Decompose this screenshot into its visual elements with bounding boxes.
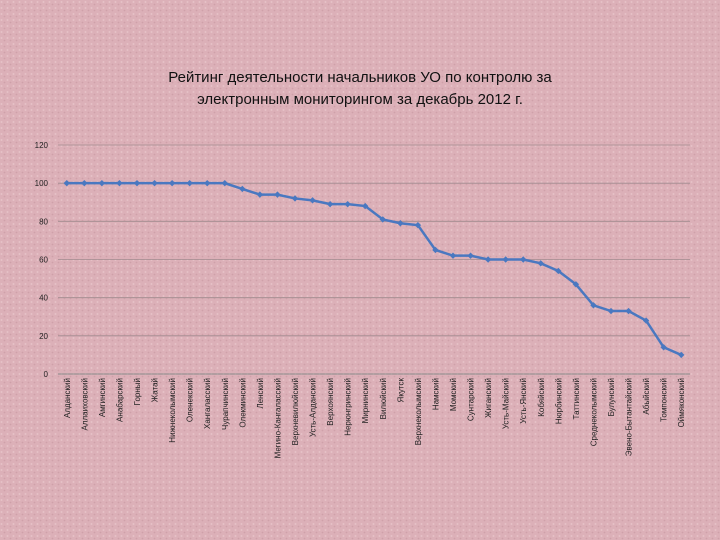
x-tick-label: Жатай: [151, 378, 160, 402]
x-tick-label: Якутск: [396, 378, 405, 403]
marker: [81, 179, 88, 187]
marker: [133, 179, 141, 187]
marker: [291, 195, 299, 202]
x-tick-label: Ленский: [256, 378, 265, 409]
x-tick-label: Усть-Алданский: [309, 378, 318, 437]
x-tick-label: Томпонский: [660, 378, 669, 422]
marker: [607, 307, 615, 315]
marker: [537, 260, 544, 267]
x-tick-label: Нюрбинский: [554, 378, 563, 424]
x-tick-label: Олекминский: [238, 378, 247, 428]
x-tick-label: Нижнеколымский: [168, 378, 177, 443]
marker: [414, 221, 422, 229]
marker: [379, 216, 386, 223]
y-tick-label: 100: [35, 179, 49, 188]
y-tick-label: 40: [39, 294, 48, 303]
x-tick-label: Оймяконский: [677, 378, 686, 427]
x-tick-label: Булунский: [607, 378, 616, 416]
marker: [239, 185, 246, 193]
marker: [204, 179, 211, 187]
marker: [98, 179, 106, 187]
x-tick-label: Верхнеколымский: [414, 378, 423, 445]
marker: [221, 179, 228, 187]
marker: [572, 281, 580, 288]
marker: [484, 256, 492, 263]
x-tick-label: Мирнинский: [361, 378, 370, 423]
x-tick-label: Нерюнгринский: [344, 378, 353, 436]
x-tick-label: Усть-Янский: [519, 378, 528, 424]
x-tick-label: Верхневилюйский: [291, 378, 300, 445]
x-tick-label: Момский: [449, 378, 458, 411]
x-tick-label: Анабарский: [115, 378, 124, 422]
y-tick-label: 0: [44, 370, 49, 379]
marker: [186, 179, 193, 187]
x-tick-label: Верхоянский: [326, 378, 335, 426]
marker: [256, 191, 264, 198]
marker: [590, 302, 597, 309]
marker: [502, 256, 509, 263]
x-tick-label: Алданский: [63, 378, 72, 418]
x-tick-label: Чурапчинский: [221, 378, 230, 430]
x-tick-label: Жиганский: [484, 378, 493, 418]
chart-title: Рейтинг деятельности начальников УО по к…: [168, 69, 552, 108]
marker: [168, 179, 176, 187]
x-tick-label: Намский: [431, 378, 440, 410]
marker: [362, 202, 369, 210]
x-tick-label: Кобяйский: [537, 378, 546, 417]
x-tick-label: Абыйский: [642, 378, 651, 415]
marker: [467, 252, 474, 259]
marker: [555, 267, 562, 275]
marker: [151, 179, 158, 187]
marker: [326, 200, 334, 208]
marker: [344, 200, 351, 208]
x-tick-label: Аллаиховский: [80, 378, 89, 431]
x-tick-label: Вилюйский: [379, 378, 388, 419]
y-tick-label: 120: [35, 141, 49, 150]
marker: [660, 344, 667, 351]
x-tick-label: Эвено-Бытантайский: [625, 378, 634, 456]
x-tick-label: Среднеколымский: [589, 378, 598, 446]
x-tick-label: Усть-Майский: [502, 378, 511, 429]
marker: [625, 307, 632, 315]
marker: [432, 246, 439, 254]
marker: [274, 191, 281, 198]
x-tick-label: Сунтарский: [467, 378, 476, 421]
marker: [520, 256, 527, 263]
y-tick-label: 60: [39, 256, 48, 265]
marker: [309, 197, 316, 204]
x-tick-label: Хангаласский: [203, 378, 212, 429]
y-tick-label: 80: [39, 217, 48, 226]
marker: [116, 179, 123, 187]
x-tick-label: Амгинский: [98, 378, 107, 417]
x-tick-label: Оленекский: [186, 378, 195, 422]
marker: [449, 252, 457, 259]
x-tick-label: Мегино-Кангаласский: [273, 378, 282, 458]
marker: [63, 179, 70, 187]
x-tick-label: Горный: [133, 378, 142, 405]
marker: [678, 351, 685, 359]
y-tick-label: 20: [39, 332, 48, 341]
marker: [642, 317, 650, 324]
marker: [397, 220, 404, 227]
x-tick-label: Таттинский: [572, 378, 581, 419]
